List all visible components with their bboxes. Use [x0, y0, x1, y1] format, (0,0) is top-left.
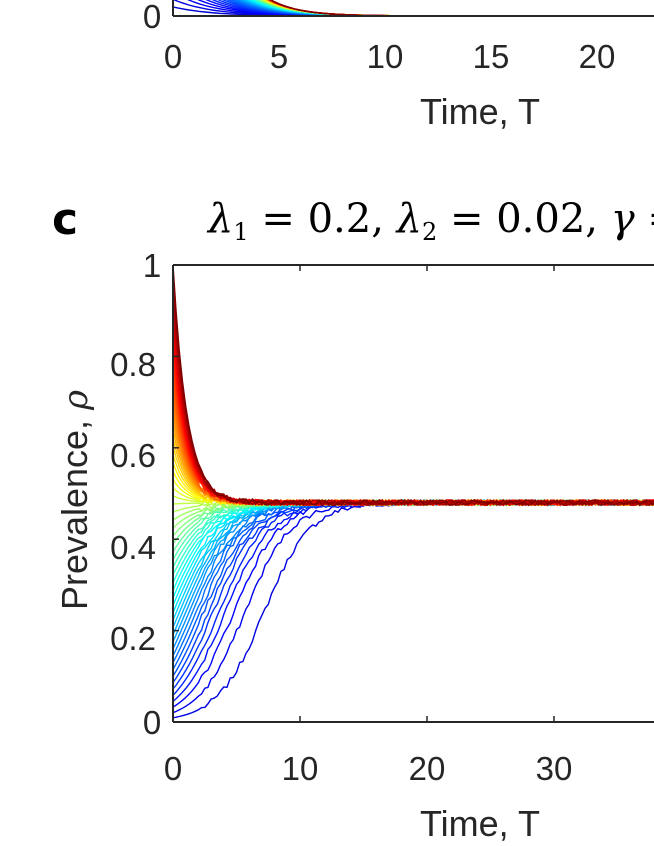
- series-line: [172, 317, 654, 507]
- y-tick-label: 0: [143, 704, 161, 741]
- series-line: [172, 264, 654, 507]
- series-line: [172, 273, 654, 507]
- series-line: [172, 352, 654, 507]
- x-tick-label: 0: [164, 750, 182, 787]
- y-tick-label: 0.6: [110, 437, 156, 474]
- series-group: [172, 264, 654, 723]
- x-tick-label: 10: [282, 750, 319, 787]
- series-line: [172, 395, 654, 507]
- y-tick-label: 1: [143, 247, 161, 284]
- top-panel: 0 0 5 10 15 20 Time, T: [143, 0, 654, 132]
- series-line: [172, 498, 654, 657]
- tick-marks: [172, 264, 555, 723]
- top-x-axis-label: Time, T: [420, 91, 540, 132]
- series-line: [172, 498, 654, 650]
- top-x-tick-label: 20: [579, 38, 616, 75]
- series-line: [172, 429, 654, 507]
- series-line: [172, 335, 654, 507]
- top-x-tick-label: 15: [473, 38, 510, 75]
- series-line: [172, 498, 654, 719]
- series-line: [172, 326, 654, 507]
- x-axis-label: Time, T: [420, 803, 540, 844]
- y-tick-label: 0.8: [110, 346, 156, 383]
- series-line: [172, 498, 654, 690]
- series-line: [172, 454, 654, 507]
- series-line: [172, 437, 654, 507]
- series-line: [172, 300, 654, 507]
- series-line: [172, 291, 654, 507]
- y-tick-label: 0.4: [110, 529, 156, 566]
- series-line: [172, 498, 654, 714]
- series-line: [172, 361, 654, 507]
- chart-title: λ1 = 0.2, λ2 = 0.02, γ =: [206, 196, 654, 246]
- series-line: [172, 309, 654, 507]
- series-line: [172, 498, 654, 708]
- top-x-tick-label: 0: [164, 38, 182, 75]
- series-line: [172, 378, 654, 507]
- top-x-tick-label: 5: [270, 38, 288, 75]
- y-axis-label: Prevalence, ρ: [54, 390, 96, 610]
- series-line: [172, 344, 654, 507]
- series-line: [172, 421, 654, 507]
- x-tick-label: 30: [536, 750, 573, 787]
- series-line: [172, 404, 654, 507]
- panel-c: c λ1 = 0.2, λ2 = 0.02, γ = 0 0.2 0.4 0.6…: [52, 194, 654, 844]
- series-line: [172, 282, 654, 507]
- series-line: [172, 412, 654, 507]
- x-tick-label: 20: [409, 750, 446, 787]
- panel-label: c: [52, 194, 78, 245]
- top-x-tick-label: 10: [367, 38, 404, 75]
- series-line: [172, 370, 654, 507]
- series-line: [172, 446, 654, 507]
- series-line: [172, 387, 654, 507]
- y-tick-label: 0.2: [110, 620, 156, 657]
- top-y-tick-label: 0: [143, 0, 161, 35]
- top-series-group: [172, 0, 654, 17]
